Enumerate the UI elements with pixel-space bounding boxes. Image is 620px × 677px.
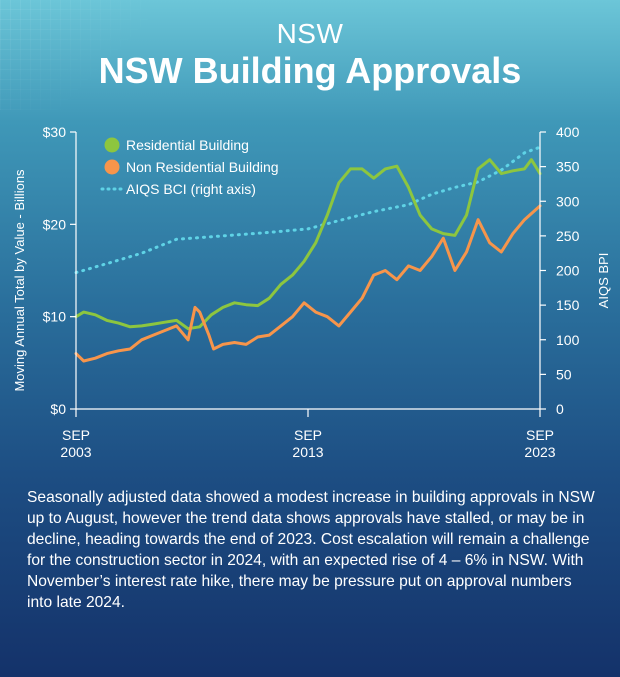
- legend-residential-marker: [104, 137, 120, 153]
- left-tick-label: $20: [43, 216, 67, 232]
- y-axis-label: Moving Annual Total by Value - Billions: [12, 169, 27, 392]
- left-tick-label: $30: [43, 124, 67, 140]
- x-tick-label-month: SEP: [526, 427, 554, 443]
- right-tick-label: 300: [556, 193, 580, 209]
- right-tick-label: 400: [556, 124, 580, 140]
- right-tick-label: 0: [556, 401, 564, 417]
- right-tick-label: 200: [556, 263, 580, 279]
- chart-caption: Seasonally adjusted data showed a modest…: [27, 489, 595, 611]
- right-tick-label: 100: [556, 332, 580, 348]
- building-approvals-chart: $0$10$20$30050100150200250300350400SEP20…: [12, 124, 611, 460]
- page-kicker: NSW: [276, 18, 344, 49]
- left-tick-label: $10: [43, 309, 67, 325]
- non-residential-series-line: [74, 204, 542, 363]
- right-tick-label: 250: [556, 228, 580, 244]
- background-grid-pattern: [0, 0, 150, 110]
- y2-axis-label: AIQS BPI: [596, 253, 611, 309]
- x-tick-label-month: SEP: [62, 427, 90, 443]
- legend-label: AIQS BCI (right axis): [126, 181, 256, 197]
- right-tick-label: 50: [556, 366, 572, 382]
- left-tick-label: $0: [50, 401, 66, 417]
- legend-label: Residential Building: [126, 137, 249, 153]
- x-tick-label-year: 2023: [524, 444, 555, 460]
- x-tick-label-month: SEP: [294, 427, 322, 443]
- right-tick-label: 150: [556, 297, 580, 313]
- x-tick-label-year: 2013: [292, 444, 323, 460]
- right-tick-label: 350: [556, 159, 580, 175]
- legend-label: Non Residential Building: [126, 159, 279, 175]
- page-title: NSW Building Approvals: [98, 50, 522, 91]
- residential-series-line: [74, 158, 542, 331]
- aiqs-bci-series-line: [74, 145, 542, 275]
- x-tick-label-year: 2003: [60, 444, 91, 460]
- legend-non-residential-marker: [104, 159, 120, 175]
